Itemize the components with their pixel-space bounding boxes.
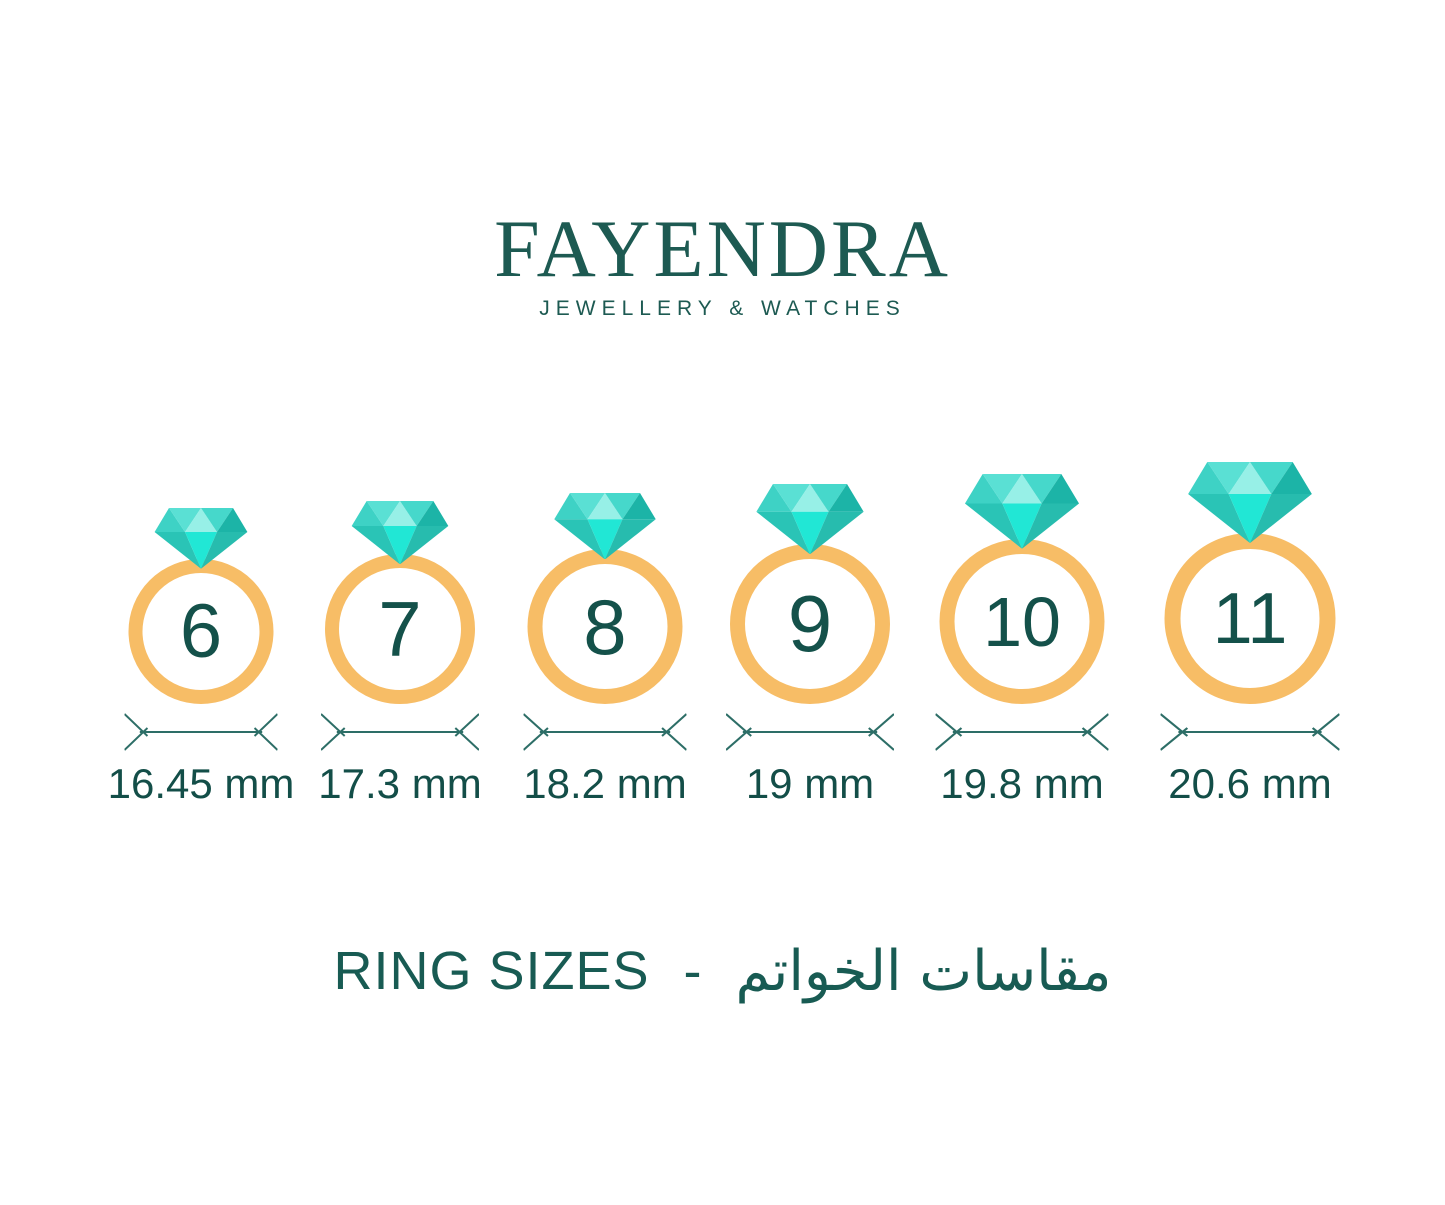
ring-size-number: 8 (583, 582, 627, 671)
ring-size-item-6: 6 16.45 mm (91, 458, 311, 810)
diamond-icon (964, 474, 1080, 549)
ring-size-number: 9 (787, 579, 833, 668)
dimension-arrows-icon (935, 712, 1109, 752)
ring-band: 10 (939, 539, 1105, 704)
ring-diameter-label: 19 mm (745, 760, 875, 807)
ring-band: 6 (128, 559, 274, 704)
ring-size-item-9: 9 19 mm (700, 458, 920, 810)
ring-diameter-label: 20.6 mm (1168, 760, 1332, 807)
ring-diameter-label: 18.2 mm (523, 760, 687, 807)
ring-size-item-10: 10 19.8 mm (912, 458, 1132, 810)
ring-size-number: 10 (983, 582, 1061, 661)
dimension-arrows-icon (124, 713, 278, 751)
diamond-icon (554, 492, 656, 559)
ring-diameter-label: 17.3 mm (318, 760, 482, 807)
ring-band: 8 (527, 549, 683, 704)
diamond-icon (154, 508, 248, 569)
dimension-arrows-icon (726, 712, 894, 752)
brand-tagline: JEWELLERY & WATCHES (539, 297, 906, 320)
ring-size-number: 11 (1212, 578, 1288, 659)
brand-header: FAYENDRA JEWELLERY & WATCHES (0, 203, 1445, 320)
caption-arabic: مقاسات الخواتم (735, 939, 1112, 1004)
ring-size-item-8: 8 18.2 mm (495, 458, 715, 810)
dimension-arrows-icon (1160, 712, 1340, 752)
ring-band: 9 (730, 544, 890, 704)
diamond-icon (351, 500, 449, 564)
chart-caption: RING SIZES - مقاسات الخواتم (0, 938, 1445, 1005)
ring-size-number: 6 (179, 588, 223, 674)
diamond-icon (1188, 461, 1312, 543)
caption-english: RING SIZES (333, 941, 650, 1002)
caption-separator: - (683, 941, 702, 1002)
ring-band: 11 (1164, 533, 1336, 704)
dimension-arrows-icon (321, 713, 479, 751)
ring-diameter-label: 19.8 mm (940, 760, 1104, 807)
ring-band: 7 (325, 554, 475, 704)
dimension-arrows-icon (523, 712, 687, 752)
ring-diameter-label: 16.45 mm (107, 760, 295, 807)
ring-size-item-7: 7 17.3 mm (290, 458, 510, 810)
diamond-icon (756, 483, 864, 554)
brand-logo: FAYENDRA (494, 203, 951, 294)
ring-size-number: 7 (378, 585, 422, 673)
ring-size-item-11: 11 20.6 mm (1140, 458, 1360, 810)
